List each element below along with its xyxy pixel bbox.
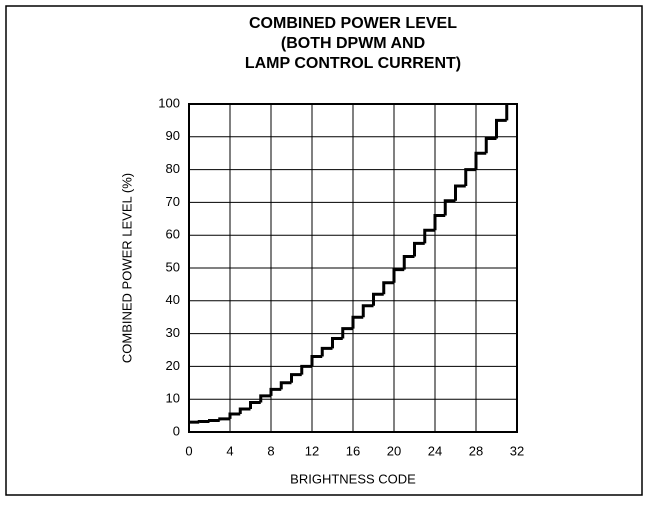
step [279, 381, 292, 390]
y-axis-label: COMBINED POWER LEVEL (%) [119, 173, 134, 363]
chart-title: COMBINED POWER LEVEL [249, 15, 457, 32]
y-tick-label: 20 [166, 358, 180, 373]
y-tick-label: 0 [173, 423, 180, 438]
y-tick-label: 60 [166, 227, 180, 242]
step [269, 387, 282, 396]
step [341, 327, 353, 339]
step [382, 281, 394, 295]
x-axis-label: BRIGHTNESS CODE [290, 471, 416, 486]
x-tick-label: 16 [346, 443, 360, 458]
step [351, 315, 364, 329]
step [464, 168, 476, 186]
step [402, 255, 415, 270]
step [443, 199, 456, 216]
step [474, 151, 487, 170]
step [392, 268, 405, 283]
y-tick-label: 30 [166, 325, 180, 340]
x-tick-label: 4 [226, 443, 233, 458]
step [331, 337, 343, 349]
step [484, 136, 497, 154]
x-tick-label: 28 [469, 443, 483, 458]
x-tick-label: 8 [267, 443, 274, 458]
y-tick-label: 40 [166, 292, 180, 307]
x-tick-label: 24 [428, 443, 442, 458]
chart-title: LAMP CONTROL CURRENT) [245, 55, 461, 72]
y-tick-label: 70 [166, 194, 180, 209]
chart-title: (BOTH DPWM AND [281, 35, 425, 52]
step [300, 364, 312, 375]
x-tick-label: 12 [305, 443, 319, 458]
step [249, 400, 261, 410]
step [423, 228, 435, 244]
plot-border [188, 103, 518, 433]
y-tick-label: 10 [166, 391, 180, 406]
step [454, 184, 466, 201]
x-tick-label: 32 [510, 443, 524, 458]
step [413, 241, 425, 257]
step [208, 419, 220, 423]
step [495, 118, 507, 139]
step [218, 417, 230, 421]
step [228, 412, 241, 419]
frame [5, 5, 643, 496]
x-tick-label: 20 [387, 443, 401, 458]
step [197, 420, 210, 424]
y-tick-label: 80 [166, 161, 180, 176]
step [259, 394, 271, 403]
step [310, 355, 323, 367]
y-tick-label: 50 [166, 259, 180, 274]
step [372, 292, 384, 306]
step [320, 346, 333, 357]
step [238, 407, 251, 414]
y-tick-label: 90 [166, 128, 180, 143]
step [290, 373, 302, 383]
step [433, 214, 446, 231]
x-tick-label: 0 [185, 443, 192, 458]
y-tick-label: 100 [158, 95, 180, 110]
step [361, 304, 374, 318]
